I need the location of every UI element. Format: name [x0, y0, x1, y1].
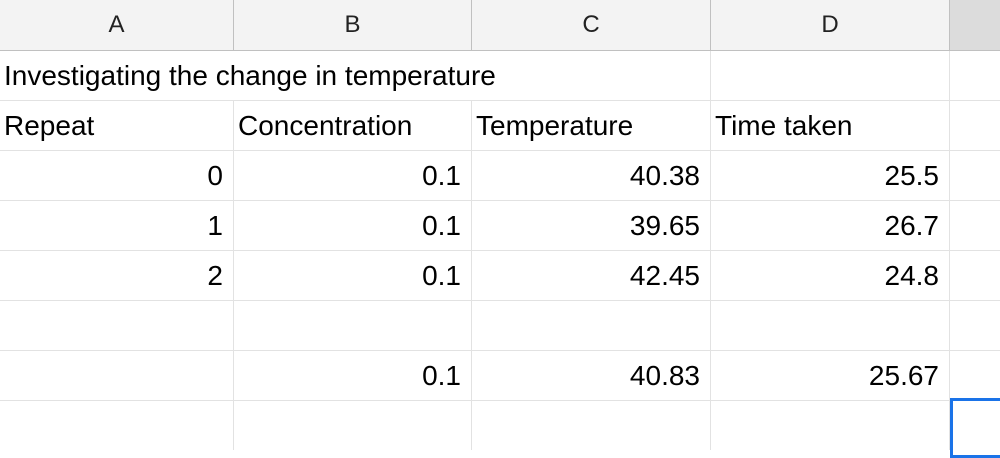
header-cell-temperature[interactable]: Temperature — [472, 101, 711, 150]
table-row — [0, 401, 1000, 451]
column-header-d[interactable]: D — [711, 0, 950, 50]
data-cell[interactable]: 26.7 — [711, 201, 950, 250]
data-cell[interactable]: 0.1 — [234, 151, 472, 200]
data-cell[interactable]: 0.1 — [234, 201, 472, 250]
header-cell-time-taken[interactable]: Time taken — [711, 101, 950, 150]
empty-cell[interactable] — [234, 301, 472, 350]
table-row: Investigating the change in temperature — [0, 51, 1000, 101]
header-cell-repeat[interactable]: Repeat — [0, 101, 234, 150]
title-cell[interactable]: Investigating the change in temperature — [0, 51, 711, 100]
column-header-c[interactable]: C — [472, 0, 711, 50]
empty-cell[interactable] — [950, 51, 1000, 100]
data-cell[interactable]: 39.65 — [472, 201, 711, 250]
data-cell[interactable]: 0.1 — [234, 251, 472, 300]
empty-cell[interactable] — [950, 101, 1000, 150]
empty-cell[interactable] — [472, 401, 711, 450]
column-header-a[interactable]: A — [0, 0, 234, 50]
average-cell[interactable]: 40.83 — [472, 351, 711, 400]
data-cell[interactable]: 1 — [0, 201, 234, 250]
data-cell[interactable]: 0 — [0, 151, 234, 200]
empty-cell[interactable] — [950, 301, 1000, 350]
column-header-e[interactable] — [950, 0, 1000, 50]
empty-cell[interactable] — [711, 301, 950, 350]
table-row: 2 0.1 42.45 24.8 — [0, 251, 1000, 301]
header-cell-concentration[interactable]: Concentration — [234, 101, 472, 150]
column-header-b[interactable]: B — [234, 0, 472, 50]
data-cell[interactable]: 24.8 — [711, 251, 950, 300]
empty-cell[interactable] — [950, 151, 1000, 200]
empty-cell[interactable] — [0, 301, 234, 350]
empty-cell[interactable] — [711, 401, 950, 450]
column-header-row: A B C D — [0, 0, 1000, 51]
table-row: 0.1 40.83 25.67 — [0, 351, 1000, 401]
average-cell[interactable]: 25.67 — [711, 351, 950, 400]
table-row — [0, 301, 1000, 351]
empty-cell[interactable] — [711, 51, 950, 100]
average-cell[interactable] — [0, 351, 234, 400]
empty-cell[interactable] — [950, 251, 1000, 300]
data-cell[interactable]: 42.45 — [472, 251, 711, 300]
data-cell[interactable]: 2 — [0, 251, 234, 300]
empty-cell[interactable] — [0, 401, 234, 450]
data-cell[interactable]: 40.38 — [472, 151, 711, 200]
average-cell[interactable]: 0.1 — [234, 351, 472, 400]
table-row: Repeat Concentration Temperature Time ta… — [0, 101, 1000, 151]
empty-cell[interactable] — [950, 201, 1000, 250]
table-row: 0 0.1 40.38 25.5 — [0, 151, 1000, 201]
empty-cell[interactable] — [472, 301, 711, 350]
empty-cell[interactable] — [950, 351, 1000, 400]
empty-cell[interactable] — [234, 401, 472, 450]
selected-cell-highlight[interactable] — [950, 398, 1000, 458]
table-row: 1 0.1 39.65 26.7 — [0, 201, 1000, 251]
data-cell[interactable]: 25.5 — [711, 151, 950, 200]
